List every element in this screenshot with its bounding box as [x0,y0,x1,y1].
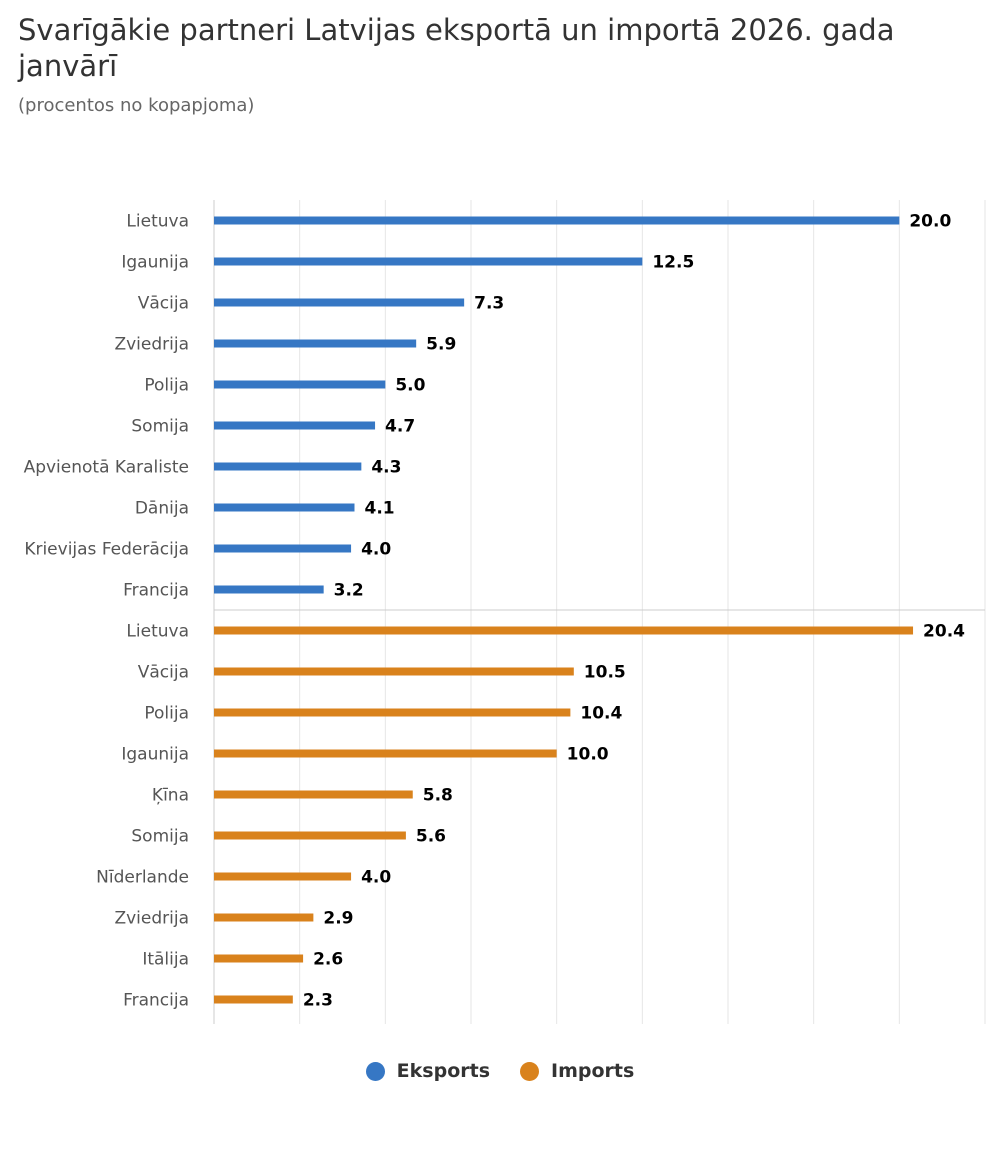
bar [214,995,293,1004]
bar [214,954,304,963]
data-label: 4.7 [385,417,415,437]
bar [214,298,465,307]
category-label: Igaunija [121,745,189,765]
data-label: 4.0 [361,868,391,888]
legend-marker-imports [520,1061,540,1081]
bar [214,462,362,471]
category-label: Ķīna [152,786,189,806]
bar [214,585,324,594]
category-label: Polija [144,704,189,724]
data-label: 3.2 [334,581,364,601]
category-label: Somija [131,417,189,437]
category-label: Apvienotā Karaliste [24,458,189,478]
category-label: Francija [123,581,189,601]
bar [214,380,386,389]
bar [214,339,417,348]
chart-title: Svarīgākie partneri Latvijas eksportā un… [18,13,895,83]
data-label: 2.3 [303,991,333,1011]
bar [214,257,643,266]
data-label: 2.9 [323,909,353,929]
category-label: Dānija [135,499,189,519]
bar [214,544,352,553]
data-label: 5.0 [395,376,425,396]
category-label: Polija [144,376,189,396]
data-label: 20.0 [909,212,951,232]
category-label: Igaunija [121,253,189,273]
category-label: Nīderlande [96,868,189,888]
category-label: Somija [131,827,189,847]
data-label: 7.3 [474,294,504,314]
data-label: 12.5 [652,253,694,273]
legend-item-imports[interactable]: Imports [520,1060,634,1082]
legend-label-imports: Imports [551,1060,635,1082]
chart-subtitle: (procentos no kopapjoma) [18,95,255,116]
data-label: 10.0 [567,745,609,765]
data-label: 4.3 [371,458,401,478]
category-label: Vācija [138,294,189,314]
category-label: Zviedrija [114,335,189,355]
data-label: 2.6 [313,950,343,970]
category-label: Zviedrija [114,909,189,929]
bar [214,790,413,799]
bar [214,749,557,758]
bar [214,667,574,676]
data-label: 4.0 [361,540,391,560]
data-label: 5.8 [423,786,453,806]
chart-legend: Eksports Imports [0,1060,1000,1082]
data-label: 10.5 [584,663,626,683]
bar [214,626,914,635]
category-label: Lietuva [126,212,189,232]
data-label: 20.4 [923,622,965,642]
bar [214,708,571,717]
category-label: Krievijas Federācija [24,540,189,560]
category-label: Vācija [138,663,189,683]
bar [214,421,376,430]
category-label: Itālija [142,950,189,970]
data-label: 10.4 [580,704,622,724]
category-label: Francija [123,991,189,1011]
data-label: 4.1 [364,499,394,519]
bar [214,216,900,225]
legend-marker-eksports [365,1061,385,1081]
bar [214,913,314,922]
bar [214,831,406,840]
category-label: Lietuva [126,622,189,642]
legend-label-eksports: Eksports [396,1060,491,1082]
data-label: 5.6 [416,827,446,847]
bar [214,872,352,881]
legend-item-eksports[interactable]: Eksports [365,1060,491,1082]
data-label: 5.9 [426,335,456,355]
bar [214,503,355,512]
